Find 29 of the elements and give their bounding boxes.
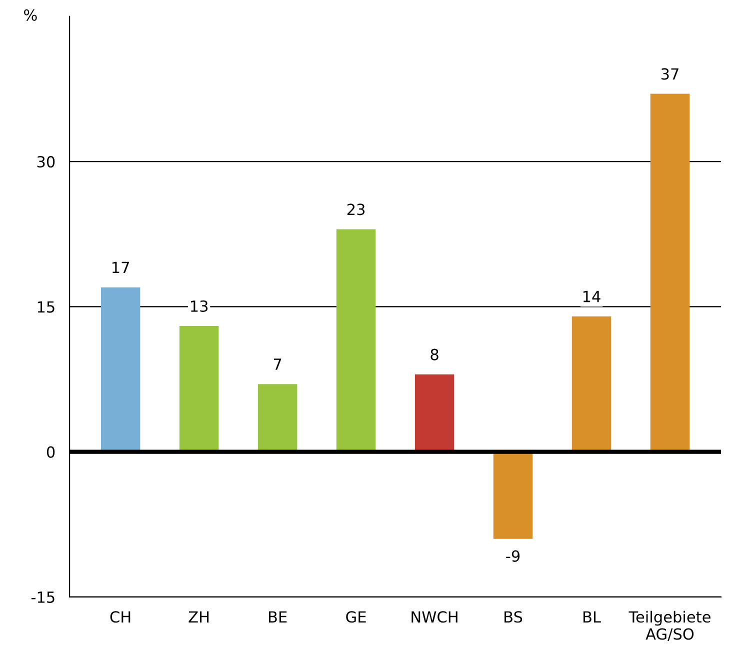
data-label: 14	[583, 290, 600, 302]
data-label: 17	[112, 262, 129, 274]
x-tick-label: ZH	[188, 611, 209, 622]
x-tick-label: GE	[346, 611, 366, 623]
y-axis-title: %	[24, 9, 37, 21]
data-label: 37	[661, 68, 678, 80]
data-label: -9	[506, 550, 520, 562]
data-label: 13	[191, 300, 208, 312]
bar	[572, 316, 612, 452]
x-tick-label: BE	[268, 611, 287, 622]
y-tick-label: 30	[37, 156, 55, 168]
bar	[493, 452, 533, 539]
bar	[414, 374, 454, 452]
x-tick-label: NWCH	[412, 611, 458, 623]
bar	[100, 287, 140, 452]
data-label: 7	[274, 358, 282, 370]
x-tick-label: BL	[584, 611, 601, 622]
x-tick-label: CH	[110, 611, 130, 623]
bar	[336, 229, 376, 452]
y-tick-label: -15	[31, 592, 54, 603]
data-label: 8	[430, 348, 438, 360]
y-tick-label: 15	[38, 301, 54, 313]
bar	[258, 384, 298, 452]
bar	[179, 326, 219, 452]
data-label: 23	[347, 204, 365, 216]
y-tick-label: 0	[46, 446, 55, 458]
x-tick-label: BS	[504, 611, 522, 623]
bar	[650, 94, 690, 452]
x-tick-label: Teilgebiete AG/SO	[628, 610, 710, 641]
